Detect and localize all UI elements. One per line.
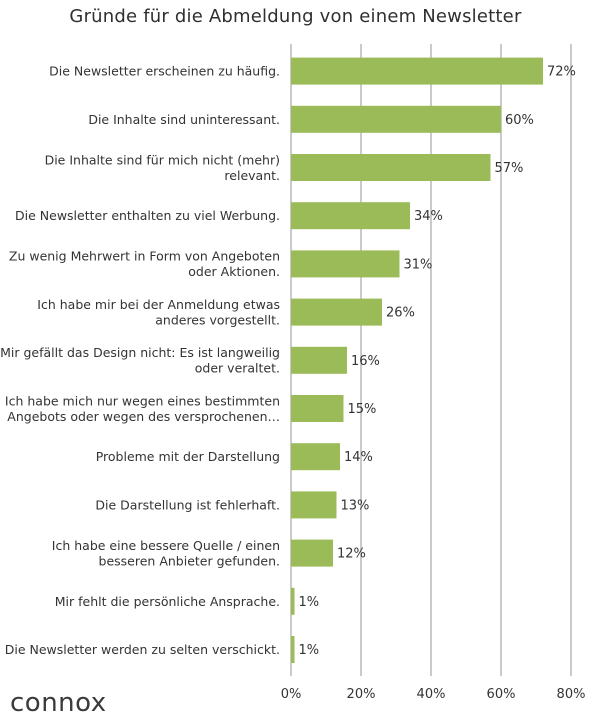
x-tick-label: 60% bbox=[487, 687, 516, 702]
bar bbox=[291, 154, 491, 181]
chart-title: Gründe für die Abmeldung von einem Newsl… bbox=[69, 6, 522, 27]
bar bbox=[291, 250, 400, 278]
bar bbox=[291, 346, 347, 374]
bar bbox=[291, 202, 410, 230]
bar bbox=[291, 491, 337, 519]
data-label: 16% bbox=[351, 354, 380, 369]
x-tick-label: 80% bbox=[557, 687, 586, 702]
x-tick-label: 40% bbox=[417, 687, 446, 702]
category-label: Die Inhalte sind uninteressant. bbox=[88, 112, 280, 127]
category-label: Die Inhalte sind für mich nicht (mehr) re… bbox=[45, 152, 280, 183]
data-label: 60% bbox=[505, 113, 534, 128]
x-tick-label: 0% bbox=[281, 687, 302, 702]
category-label: Ich habe mich nur wegen eines bestimmten… bbox=[5, 393, 280, 424]
bar bbox=[291, 636, 295, 663]
category-label: Die Newsletter werden zu selten verschic… bbox=[5, 642, 280, 657]
bar bbox=[291, 443, 340, 471]
category-label: Die Newsletter erscheinen zu häufig. bbox=[49, 64, 280, 79]
data-label: 12% bbox=[337, 547, 366, 562]
bar bbox=[291, 539, 333, 567]
bar bbox=[291, 105, 501, 133]
bar bbox=[291, 587, 295, 615]
bar bbox=[291, 395, 344, 422]
category-label: Die Darstellung ist fehlerhaft. bbox=[95, 497, 280, 512]
data-label: 26% bbox=[386, 306, 415, 321]
data-label: 34% bbox=[414, 209, 443, 224]
category-label: Zu wenig Mehrwert in Form von Angeboten o… bbox=[9, 249, 280, 280]
category-label: Mir gefällt das Design nicht: Es ist lan… bbox=[0, 345, 280, 376]
category-label: Mir fehlt die persönliche Ansprache. bbox=[55, 594, 280, 609]
data-label: 57% bbox=[495, 161, 524, 176]
data-label: 15% bbox=[348, 402, 377, 417]
bar bbox=[291, 57, 543, 85]
data-label: 1% bbox=[299, 643, 320, 658]
bar bbox=[291, 298, 382, 326]
data-label: 14% bbox=[344, 450, 373, 465]
category-label: Probleme mit der Darstellung bbox=[96, 449, 280, 464]
data-label: 13% bbox=[341, 498, 370, 513]
data-label: 1% bbox=[299, 595, 320, 610]
category-label: Ich habe eine bessere Quelle / einen bess… bbox=[52, 538, 280, 569]
category-label: Die Newsletter enthalten zu viel Werbung… bbox=[15, 208, 280, 223]
data-label: 31% bbox=[404, 257, 433, 272]
x-tick-label: 20% bbox=[347, 687, 376, 702]
connox-logo: connox bbox=[10, 688, 107, 718]
data-label: 72% bbox=[547, 65, 576, 80]
category-label: Ich habe mir bei der Anmeldung etwas ande… bbox=[37, 297, 280, 328]
